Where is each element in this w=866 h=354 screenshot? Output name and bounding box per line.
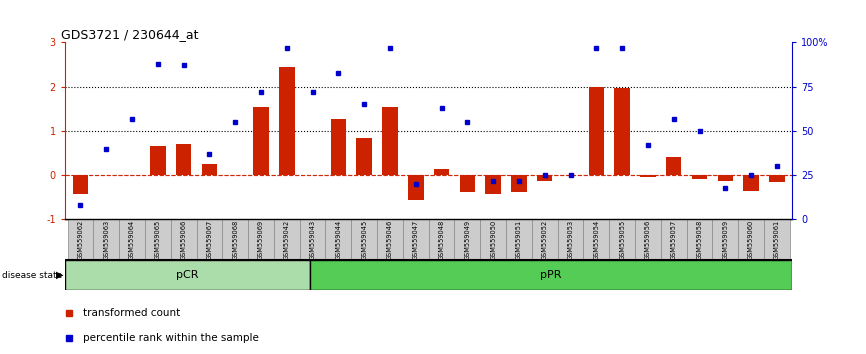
Text: GSM559055: GSM559055	[619, 220, 625, 260]
Text: transformed count: transformed count	[83, 308, 180, 318]
Bar	[94, 219, 120, 260]
Text: GSM559054: GSM559054	[593, 220, 599, 260]
Bar	[460, 175, 475, 192]
Text: GSM559044: GSM559044	[335, 220, 341, 260]
Bar	[253, 107, 268, 175]
Bar	[248, 219, 274, 260]
Bar	[310, 260, 792, 290]
Bar	[68, 219, 94, 260]
Bar	[73, 175, 88, 194]
Text: GSM559047: GSM559047	[413, 220, 419, 260]
Text: GSM559066: GSM559066	[181, 220, 186, 260]
Bar	[171, 219, 197, 260]
Text: GSM559065: GSM559065	[155, 220, 161, 260]
Bar	[300, 219, 326, 260]
Bar	[357, 138, 372, 175]
Text: ▶: ▶	[56, 270, 64, 280]
Text: GSM559051: GSM559051	[516, 220, 522, 260]
Bar	[429, 219, 455, 260]
Text: disease state: disease state	[2, 271, 62, 280]
Text: GSM559069: GSM559069	[258, 220, 264, 260]
Bar	[202, 164, 217, 175]
Bar	[326, 219, 352, 260]
Text: pPR: pPR	[540, 270, 562, 280]
Text: GSM559063: GSM559063	[103, 220, 109, 260]
Bar	[506, 219, 532, 260]
Bar	[377, 219, 403, 260]
Bar	[713, 219, 738, 260]
Bar	[610, 219, 635, 260]
Bar	[769, 175, 785, 182]
Bar	[692, 175, 708, 179]
Bar	[558, 219, 584, 260]
Bar	[223, 219, 248, 260]
Bar	[279, 67, 294, 175]
Text: GSM559068: GSM559068	[232, 220, 238, 260]
Bar	[150, 147, 165, 175]
Bar	[197, 219, 223, 260]
Text: GSM559046: GSM559046	[387, 220, 393, 260]
Bar	[331, 119, 346, 175]
Bar	[743, 175, 759, 191]
Text: GSM559045: GSM559045	[361, 220, 367, 260]
Bar	[666, 156, 682, 175]
Bar	[408, 175, 423, 200]
Text: GSM559064: GSM559064	[129, 220, 135, 260]
Bar	[274, 219, 300, 260]
Bar	[455, 219, 481, 260]
Text: GDS3721 / 230644_at: GDS3721 / 230644_at	[61, 28, 199, 41]
Bar	[120, 219, 145, 260]
Text: GSM559062: GSM559062	[77, 220, 83, 260]
Bar	[764, 219, 790, 260]
Bar	[65, 260, 310, 290]
Text: GSM559042: GSM559042	[284, 220, 290, 260]
Text: pCR: pCR	[176, 270, 198, 280]
Bar	[511, 175, 527, 192]
Text: GSM559052: GSM559052	[542, 220, 548, 260]
Text: GSM559057: GSM559057	[671, 220, 676, 260]
Text: GSM559061: GSM559061	[774, 220, 780, 260]
Text: GSM559056: GSM559056	[645, 220, 651, 260]
Bar	[403, 219, 429, 260]
Bar	[584, 219, 610, 260]
Bar	[738, 219, 764, 260]
Bar	[532, 219, 558, 260]
Text: GSM559048: GSM559048	[438, 220, 444, 260]
Text: GSM559049: GSM559049	[464, 220, 470, 260]
Text: percentile rank within the sample: percentile rank within the sample	[83, 333, 259, 343]
Bar	[176, 144, 191, 175]
Bar	[635, 219, 661, 260]
Bar	[145, 219, 171, 260]
Bar	[589, 87, 604, 175]
Bar	[537, 175, 553, 181]
Bar	[661, 219, 687, 260]
Bar	[614, 88, 630, 175]
Text: GSM559043: GSM559043	[309, 220, 315, 260]
Bar	[382, 107, 397, 175]
Bar	[718, 175, 733, 181]
Text: GSM559059: GSM559059	[722, 220, 728, 260]
Bar	[640, 175, 656, 177]
Bar	[486, 175, 501, 194]
Bar	[352, 219, 377, 260]
Text: GSM559060: GSM559060	[748, 220, 754, 260]
Text: GSM559067: GSM559067	[206, 220, 212, 260]
Text: GSM559058: GSM559058	[696, 220, 702, 260]
Bar	[434, 169, 449, 175]
Text: GSM559050: GSM559050	[490, 220, 496, 260]
Text: GSM559053: GSM559053	[567, 220, 573, 260]
Bar	[687, 219, 713, 260]
Bar	[481, 219, 506, 260]
